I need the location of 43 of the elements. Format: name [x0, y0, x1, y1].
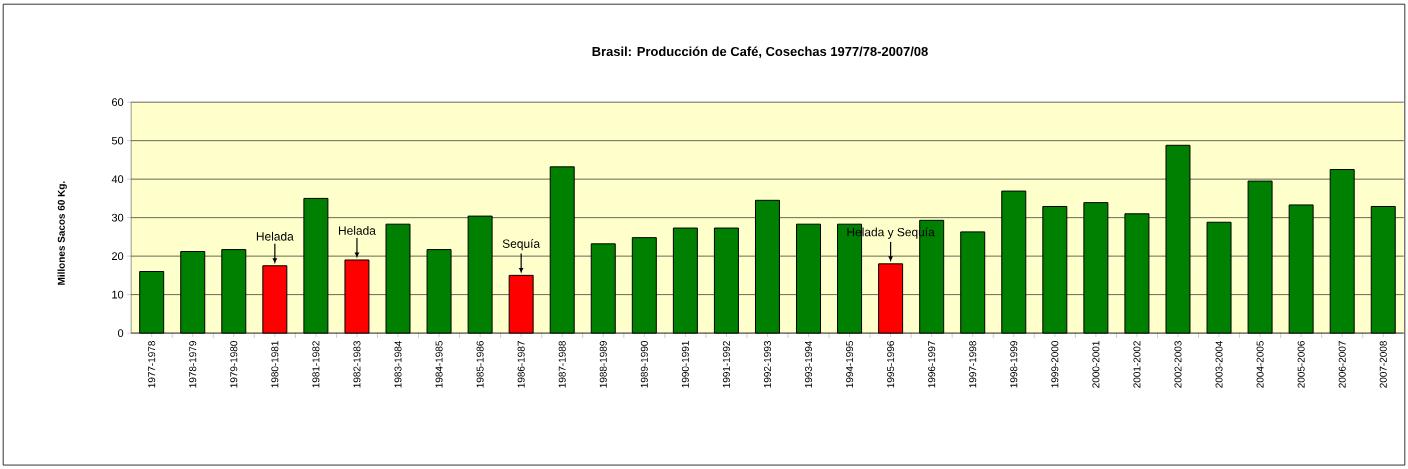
x-tick-label: 1989-1990: [640, 340, 648, 388]
annotation: Helada: [256, 231, 294, 241]
x-tick-label: 1977-1978: [148, 340, 156, 388]
x-tick-label: 1993-1994: [805, 340, 813, 388]
x-tick-label: 2003-2004: [1215, 340, 1223, 388]
x-tick-label: 1984-1985: [435, 340, 443, 388]
x-tick-label: 1982-1983: [353, 340, 361, 388]
x-tick-label: 1998-1999: [1010, 340, 1018, 388]
x-tick-label: 1980-1981: [271, 340, 279, 388]
annotation: Helada: [339, 225, 376, 235]
x-tick-label: 1986-1987: [517, 340, 525, 388]
x-tick-label: 1997-1998: [969, 340, 977, 388]
annotation: Sequía: [502, 238, 541, 251]
x-tick-label: 1985-1986: [476, 340, 484, 388]
y-tick-label: 10: [112, 290, 124, 299]
x-tick-label: 1988-1989: [599, 340, 607, 388]
x-tick-label: 2006-2007: [1338, 340, 1346, 388]
x-tick-label: 1990-1991: [681, 340, 689, 388]
x-tick-label: 1996-1997: [928, 340, 936, 388]
y-tick-label: 30: [111, 213, 124, 222]
x-tick-label: 2002-2003: [1174, 340, 1182, 388]
x-tick-label: 1987-1988: [558, 340, 566, 388]
x-tick-label: 2007-2008: [1379, 340, 1387, 388]
x-tick-label: 1979-1980: [230, 340, 238, 388]
x-tick-label: 2004-2005: [1256, 340, 1264, 388]
x-tick-label: 2005-2006: [1297, 340, 1305, 388]
y-tick-label: 60: [112, 98, 124, 106]
x-tick-label: 1983-1984: [394, 340, 402, 388]
y-axis-title: Millones Sacos 60 Kg.: [57, 181, 67, 285]
y-tick-label: 40: [111, 175, 124, 183]
x-tick-label: 1995-1996: [887, 340, 895, 388]
x-tick-label: 1994-1995: [846, 340, 854, 388]
chart-title: Brasil: Producción de Café, Cosechas 1977/78-2007/08: [592, 46, 928, 58]
y-tick-label: 50: [111, 136, 124, 145]
x-tick-label: 2001-2002: [1133, 340, 1141, 388]
x-tick-label: 2000-2001: [1092, 340, 1100, 388]
y-tick-label: 0: [117, 329, 124, 337]
x-tick-label: 1992-1993: [763, 340, 771, 388]
x-tick-label: 1978-1979: [189, 340, 197, 388]
y-tick-label: 20: [112, 252, 124, 260]
x-tick-label: 1991-1992: [722, 340, 730, 388]
x-tick-label: 1981-1982: [312, 340, 320, 388]
x-tick-label: 1999-2000: [1051, 340, 1059, 388]
